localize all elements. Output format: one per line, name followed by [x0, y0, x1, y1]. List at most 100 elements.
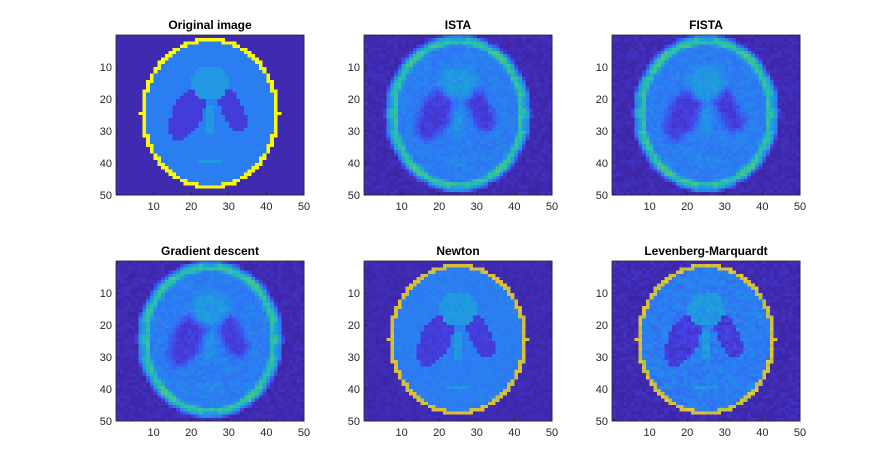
- heatmap-cell: [435, 63, 440, 68]
- heatmap-cell: [206, 166, 211, 170]
- heatmap-cell: [288, 35, 294, 39]
- heatmap-cell: [281, 105, 286, 109]
- heatmap-cell: [435, 73, 440, 77]
- heatmap-cell: [416, 51, 421, 55]
- heatmap-cell: [262, 47, 267, 52]
- heatmap-cell: [416, 108, 421, 113]
- heatmap-cell: [228, 79, 233, 84]
- heatmap-cell: [251, 35, 256, 39]
- heatmap-cell: [127, 140, 132, 145]
- heatmap-cell: [416, 89, 421, 93]
- heatmap-cell: [236, 79, 241, 84]
- heatmap-cell: [412, 182, 417, 186]
- heatmap-cell: [176, 79, 181, 84]
- heatmap-cell: [454, 179, 459, 183]
- heatmap-cell: [288, 108, 294, 113]
- heatmap-cell: [420, 63, 425, 68]
- heatmap-cell: [157, 150, 162, 154]
- heatmap-cell: [491, 166, 496, 170]
- heatmap-cell: [529, 57, 534, 61]
- heatmap-cell: [138, 67, 143, 71]
- heatmap-cell: [236, 127, 241, 132]
- heatmap-cell: [153, 47, 158, 52]
- heatmap-cell: [371, 159, 376, 164]
- heatmap-cell: [548, 105, 553, 109]
- heatmap-cell: [518, 38, 523, 42]
- heatmap-cell: [424, 51, 429, 55]
- heatmap-cell: [394, 182, 399, 186]
- heatmap-cell: [506, 140, 511, 145]
- heatmap-cell: [191, 67, 196, 71]
- heatmap-cell: [270, 51, 275, 55]
- heatmap-cell: [296, 153, 301, 157]
- heatmap-cell: [491, 95, 496, 100]
- heatmap-cell: [296, 35, 301, 39]
- heatmap-cell: [221, 70, 226, 74]
- heatmap-cell: [236, 121, 241, 125]
- heatmap-cell: [292, 92, 297, 97]
- heatmap-cell: [521, 83, 526, 87]
- heatmap-cell: [172, 175, 177, 180]
- heatmap-cell: [198, 150, 203, 154]
- heatmap-cell: [540, 86, 545, 90]
- heatmap-cell: [134, 175, 139, 180]
- heatmap-cell: [476, 102, 481, 106]
- heatmap-cell: [277, 127, 282, 132]
- heatmap-cell: [469, 67, 474, 71]
- heatmap-cell: [221, 86, 226, 90]
- heatmap-cell: [510, 63, 515, 68]
- heatmap-cell: [134, 44, 139, 49]
- heatmap-cell: [179, 185, 184, 189]
- heatmap-cell: [210, 147, 215, 151]
- heatmap-cell: [544, 83, 549, 87]
- heatmap-cell: [420, 159, 425, 164]
- heatmap-cell: [420, 182, 425, 186]
- heatmap-cell: [386, 38, 391, 42]
- heatmap-cell: [465, 163, 470, 167]
- heatmap-cell: [540, 38, 545, 42]
- heatmap-cell: [364, 54, 369, 58]
- heatmap-cell: [251, 67, 256, 71]
- heatmap-cell: [300, 131, 305, 135]
- heatmap-cell: [382, 185, 387, 189]
- heatmap-cell: [518, 172, 523, 177]
- heatmap-cell: [435, 169, 440, 173]
- heatmap-cell: [446, 169, 451, 173]
- heatmap-cell: [499, 86, 504, 90]
- heatmap-cell: [172, 121, 177, 125]
- heatmap-cell: [172, 89, 177, 93]
- heatmap-cell: [364, 102, 369, 106]
- heatmap-cell: [221, 147, 226, 151]
- heatmap-cell: [401, 89, 406, 93]
- heatmap-cell: [525, 185, 530, 189]
- heatmap-cell: [251, 140, 256, 145]
- heatmap-cell: [194, 118, 200, 122]
- heatmap-cell: [194, 60, 200, 65]
- heatmap-cell: [424, 153, 429, 157]
- heatmap-cell: [146, 86, 151, 90]
- heatmap-cell: [232, 102, 237, 106]
- heatmap-cell: [409, 115, 414, 119]
- heatmap-cell: [397, 57, 402, 61]
- heatmap-cell: [281, 47, 286, 52]
- heatmap-cell: [506, 169, 511, 173]
- heatmap-cell: [450, 67, 455, 71]
- heatmap-cell: [243, 63, 248, 68]
- heatmap-cell: [217, 99, 222, 103]
- heatmap-cell: [435, 95, 440, 100]
- heatmap-cell: [146, 70, 151, 74]
- heatmap-cell: [506, 121, 511, 125]
- heatmap-cell: [225, 134, 230, 138]
- heatmap-cell: [258, 54, 263, 58]
- heatmap-cell: [390, 166, 395, 170]
- heatmap-cell: [183, 57, 188, 61]
- heatmap-cell: [285, 79, 290, 84]
- heatmap-cell: [240, 166, 245, 170]
- heatmap-cell: [450, 175, 455, 180]
- heatmap-cell: [458, 179, 463, 183]
- heatmap-cell: [142, 54, 147, 58]
- heatmap-cell: [292, 41, 297, 45]
- heatmap-cell: [292, 67, 297, 71]
- heatmap-cell: [134, 47, 139, 52]
- heatmap-cell: [240, 179, 245, 183]
